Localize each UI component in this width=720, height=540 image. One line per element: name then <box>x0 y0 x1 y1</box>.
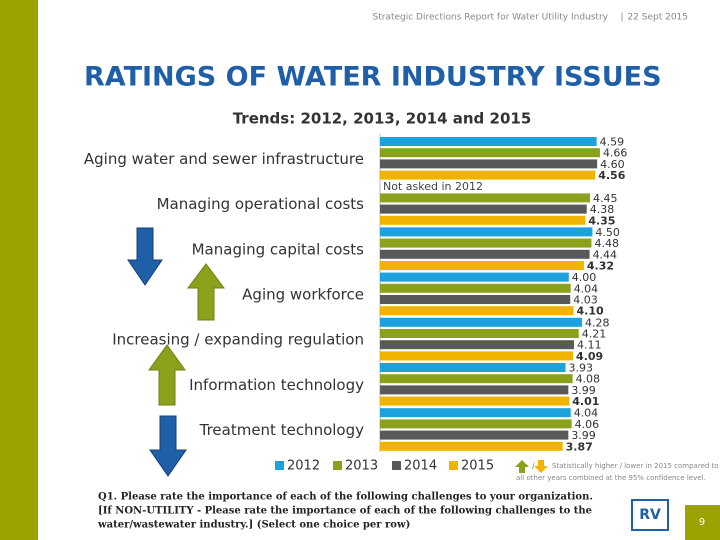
page-number-box <box>685 505 720 540</box>
bar <box>380 441 563 451</box>
bar <box>380 159 598 169</box>
down-arrow <box>127 227 163 286</box>
category-label: Aging water and sewer infrastructure <box>84 150 364 168</box>
bar <box>380 170 596 180</box>
category-label: Managing operational costs <box>157 195 365 213</box>
header-separator: | <box>620 13 623 23</box>
category-label: Information technology <box>189 376 364 394</box>
category-label: Managing capital costs <box>192 240 365 258</box>
value-label: 4.56 <box>598 169 625 182</box>
footnote: Q1. Please rate the importance of each o… <box>98 492 593 503</box>
value-label: 4.59 <box>600 136 625 149</box>
value-label: 4.11 <box>577 339 602 352</box>
value-label: 4.04 <box>574 282 599 295</box>
page-number: 9 <box>699 517 705 528</box>
value-label: 4.50 <box>595 226 620 239</box>
bar <box>380 385 569 395</box>
annotation: Not asked in 2012 <box>383 180 483 193</box>
bar <box>380 317 583 327</box>
bar <box>380 261 584 270</box>
category-label: Increasing / expanding regulation <box>112 331 364 349</box>
value-label: 4.32 <box>587 260 614 273</box>
value-label: 4.66 <box>603 147 628 160</box>
value-label: 4.45 <box>593 192 618 205</box>
bar <box>380 419 572 429</box>
up-arrow <box>187 263 225 321</box>
bar <box>380 283 571 293</box>
legend-label: 2013 <box>345 459 378 474</box>
value-label: 4.44 <box>593 248 618 261</box>
bar <box>380 249 590 259</box>
down-arrow <box>149 415 187 477</box>
bar <box>380 204 587 214</box>
bar <box>380 351 574 361</box>
value-label: 3.99 <box>571 429 596 442</box>
bar <box>380 238 592 248</box>
logo <box>631 499 669 531</box>
bar <box>380 340 574 350</box>
value-label: 4.03 <box>573 294 598 307</box>
value-label: 4.04 <box>574 407 599 420</box>
side-bar <box>0 0 38 540</box>
value-label: 4.08 <box>576 373 601 386</box>
legend-label: 2015 <box>461 459 494 474</box>
bar <box>380 193 591 203</box>
value-label: 3.99 <box>571 384 596 397</box>
slide-title: RATINGS OF WATER INDUSTRY ISSUES <box>84 62 662 93</box>
value-label: 4.21 <box>582 328 607 341</box>
value-label: 4.28 <box>585 316 610 329</box>
up-arrow <box>148 344 186 406</box>
value-label: 4.09 <box>576 350 603 363</box>
value-label: 3.93 <box>568 362 593 375</box>
value-label: 4.06 <box>575 418 600 431</box>
footnote: water/wastewater industry.] (Select one … <box>97 520 410 531</box>
legend-swatch <box>392 461 401 470</box>
bar <box>380 430 569 440</box>
bar <box>380 396 570 406</box>
header-date: 22 Sept 2015 <box>627 13 688 23</box>
bar <box>380 408 571 418</box>
note-up-arrow <box>515 460 529 473</box>
logo-mark: RV <box>639 507 661 523</box>
value-label: 4.48 <box>594 237 619 250</box>
note-down-arrow <box>534 460 548 473</box>
bar <box>380 363 566 372</box>
bar <box>380 306 574 316</box>
legend-swatch <box>275 461 284 470</box>
legend-swatch <box>333 461 342 470</box>
legend-note: Statistically higher / lower in 2015 com… <box>552 462 719 470</box>
bar <box>380 137 597 146</box>
bar <box>380 272 569 282</box>
value-label: 4.35 <box>588 214 615 227</box>
bar <box>380 148 600 158</box>
category-label: Aging workforce <box>242 286 364 304</box>
bar <box>380 329 579 338</box>
legend-note: all other years combined at the 95% conf… <box>516 474 706 482</box>
category-label: Treatment technology <box>199 421 365 439</box>
header-report: Strategic Directions Report for Water Ut… <box>372 13 608 23</box>
bar <box>380 227 593 237</box>
value-label: 4.60 <box>600 158 625 171</box>
legend-label: 2014 <box>404 459 437 474</box>
value-label: 4.10 <box>577 305 604 318</box>
value-label: 4.00 <box>572 271 597 284</box>
bar <box>380 215 586 225</box>
footnote: [If NON-UTILITY - Please rate the import… <box>98 506 592 517</box>
bar <box>380 295 571 304</box>
value-label: 4.01 <box>572 395 599 408</box>
value-label: 3.87 <box>566 440 593 453</box>
note-slash: / <box>532 462 535 471</box>
value-label: 4.38 <box>590 203 615 216</box>
legend-label: 2012 <box>287 459 320 474</box>
chart-title: Trends: 2012, 2013, 2014 and 2015 <box>233 110 532 128</box>
bar <box>380 374 573 384</box>
legend-swatch <box>449 461 458 470</box>
